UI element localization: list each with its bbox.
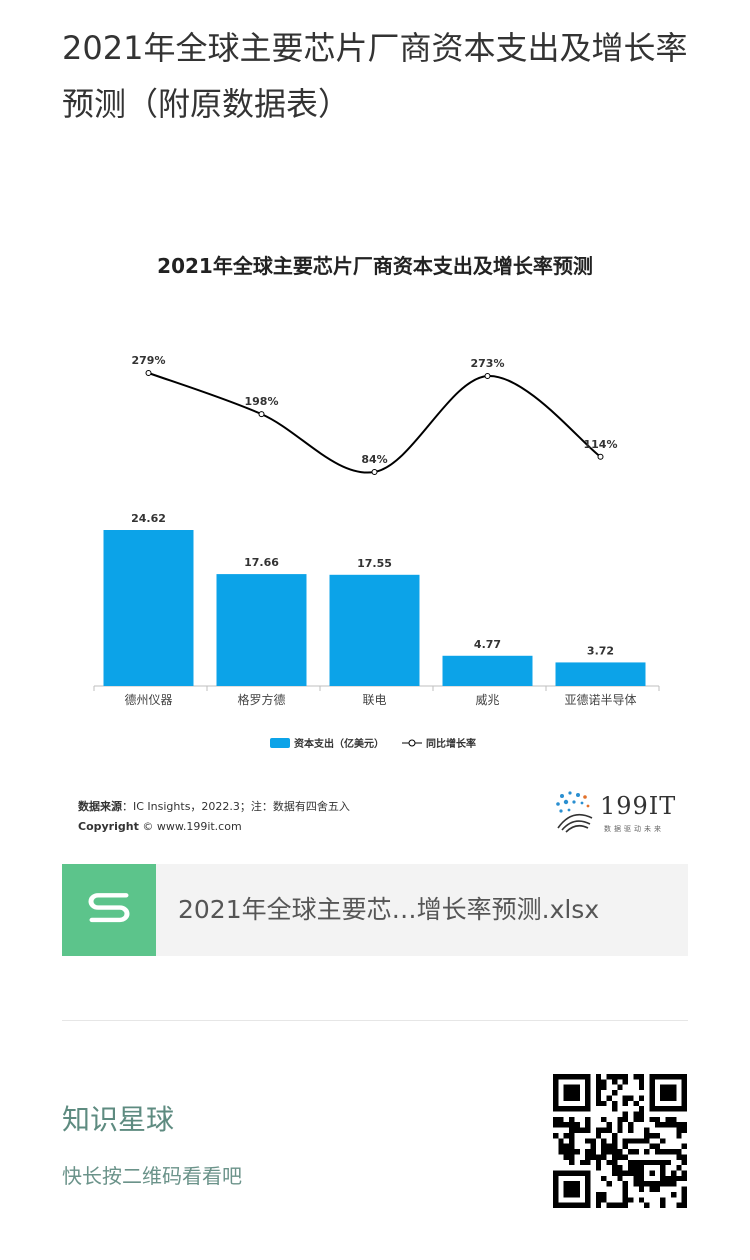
source-label: 数据来源 bbox=[78, 800, 122, 813]
bar-3 bbox=[442, 655, 533, 686]
bar-value-label: 17.66 bbox=[244, 556, 279, 569]
copyright-text: © www.199it.com bbox=[142, 820, 242, 833]
copyright-label: Copyright bbox=[78, 820, 139, 833]
attachment-file-card[interactable]: 2021年全球主要芯…增长率预测.xlsx bbox=[62, 864, 688, 956]
logo-text: 199IT bbox=[600, 792, 677, 820]
growth-label: 273% bbox=[471, 357, 505, 370]
growth-line bbox=[148, 372, 602, 474]
growth-label: 279% bbox=[132, 354, 166, 367]
growth-label: 198% bbox=[245, 395, 279, 408]
legend-bar-swatch bbox=[270, 738, 290, 748]
chart-svg: 24.62 德州仪器 17.66 格罗方德 17.55 联电 4.77 威兆 3.72 亚德诺半导… bbox=[93, 354, 660, 750]
chart-image[interactable]: 2021年全球主要芯片厂商资本支出及增长率预测 24.62 德州仪器 17.66 格罗… bbox=[62, 220, 688, 845]
logo-dots-icon bbox=[556, 791, 593, 833]
bar-4 bbox=[555, 662, 646, 686]
source-note: 数据来源：IC Insights，2022.3；注：数据有四舍五入 Copyri… bbox=[78, 797, 350, 837]
file-name: 2021年全球主要芯…增长率预测.xlsx bbox=[178, 895, 600, 924]
spreadsheet-icon bbox=[62, 864, 156, 956]
category-label: 威兆 bbox=[475, 693, 499, 707]
article-title: 2021年全球主要芯片厂商资本支出及增长率预测（附原数据表） bbox=[62, 29, 688, 123]
category-label: 格罗方德 bbox=[237, 692, 285, 707]
legend-line-label: 同比增长率 bbox=[426, 737, 476, 750]
growth-point bbox=[258, 411, 265, 418]
logo-slogan: 数据驱动未来 bbox=[604, 825, 664, 833]
bar-value-label: 17.55 bbox=[357, 557, 392, 570]
growth-point bbox=[145, 370, 152, 376]
bar-2 bbox=[329, 574, 420, 686]
growth-label: 114% bbox=[584, 438, 618, 451]
divider bbox=[62, 1020, 688, 1021]
bar-value-label: 4.77 bbox=[474, 638, 501, 651]
growth-label: 84% bbox=[361, 453, 387, 466]
category-label: 联电 bbox=[362, 693, 386, 707]
source-text: ：IC Insights，2022.3；注：数据有四舍五入 bbox=[122, 800, 350, 813]
growth-point bbox=[484, 373, 491, 380]
legend-line-marker bbox=[408, 739, 416, 747]
growth-point bbox=[371, 469, 378, 475]
bar-0 bbox=[103, 530, 194, 686]
promo-title: 知识星球 bbox=[62, 1103, 175, 1136]
199it-logo: 199IT 数据驱动未来 bbox=[552, 788, 692, 838]
bar-value-label: 3.72 bbox=[587, 644, 614, 657]
legend-bar-label: 资本支出（亿美元） bbox=[294, 737, 384, 750]
qr-code[interactable] bbox=[553, 1074, 687, 1208]
bar-1 bbox=[216, 574, 307, 686]
category-label: 德州仪器 bbox=[124, 692, 172, 707]
growth-point bbox=[597, 453, 604, 460]
bar-value-label: 24.62 bbox=[131, 512, 166, 525]
promo-subtitle: 快长按二维码看看吧 bbox=[62, 1164, 242, 1188]
category-label: 亚德诺半导体 bbox=[564, 692, 636, 707]
chart-title: 2021年全球主要芯片厂商资本支出及增长率预测 bbox=[157, 254, 593, 278]
